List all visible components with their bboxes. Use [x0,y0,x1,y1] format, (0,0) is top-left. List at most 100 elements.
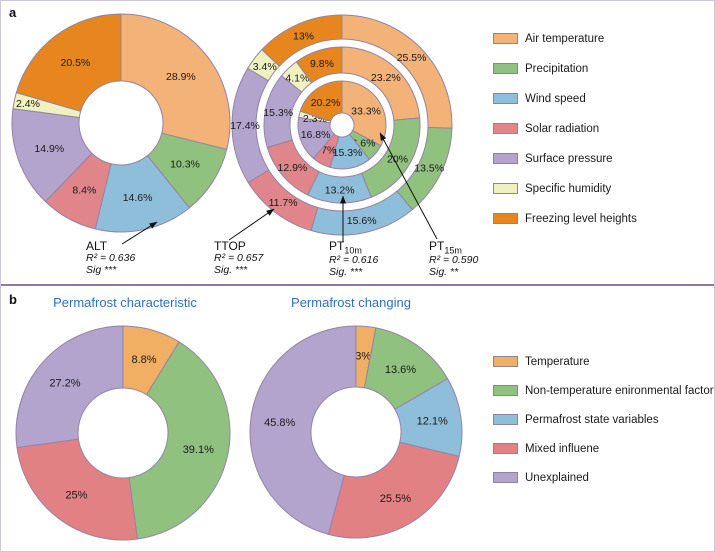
alt-slice-6 [15,13,122,112]
nested-pct-label-3: 11.7% [269,197,298,209]
legend-a-item-0: Air temperature [493,31,604,46]
legend-a-swatch-2 [493,93,518,104]
nested-pct-label-0: 23.2% [371,72,401,84]
nested-pct-label-1: 20% [387,154,408,166]
nested-pct-label-2: 15.3% [333,147,363,159]
nested-pct-label-1: 13.5% [414,162,444,174]
legend-a-item-5: Specific humidity [493,181,611,196]
legend-b-swatch-3 [493,443,518,454]
annotation-r2: R² = 0.636 [86,252,136,265]
panel-b-donuts-group: 8.8% 39.1% 25% 27.2% 3% 13.6% 12.1% 25.5% 45.8% [15,325,463,541]
panel-a-pointer-arrows [121,132,438,245]
annotation-r2: R² = 0.590 [429,254,479,267]
perm_char-slice-4 [15,325,124,449]
panel-b-donut-charts: 8.8% 39.1% 25% 27.2% 3% 13.6% 12.1% 25.5% 45.8% [15,325,463,541]
alt-pct-label-6: 20.5% [61,57,91,69]
panel-b-label: b [9,292,17,307]
legend-a-label-5: Specific humidity [525,182,612,195]
perm_chg-pct-label-3: 25.5% [380,493,411,505]
perm_char-pct-label-4: 27.2% [49,377,80,389]
nested-pct-label-4: 16.8% [301,129,331,141]
chart-annotation-ttop: TTOP R² = 0.657 Sig. *** [214,239,264,277]
panel-a-label: a [9,5,17,20]
panel-divider-line [1,284,714,286]
panel-b-title-characteristic: Permafrost characteristic [53,295,197,310]
panel-a-donuts-group: 28.9% 10.3% 14.6% 8.4% 14.9% 2.4% 20.5% 25.5% 13… [11,13,453,236]
alt-pct-label-3: 8.4% [72,184,96,196]
legend-a-swatch-4 [493,153,518,164]
legend-a-swatch-6 [493,213,518,224]
nested-pct-label-2: 13.2% [325,185,355,197]
alt-pct-label-4: 14.9% [34,143,64,155]
nested-pct-label-4: 15.3% [263,107,293,119]
nested-pct-label-0: 33.3% [351,105,381,117]
legend-b-item-3: Mixed influene [493,441,599,456]
annotation-r2: R² = 0.657 [214,252,264,265]
perm_chg-slice-4 [249,325,357,535]
nested-pct-label-3: 7% [321,145,336,157]
legend-b-item-2: Permafrost state variables [493,412,659,427]
nested-pct-label-0: 25.5% [397,52,427,64]
chart-annotation-alt: ALT R² = 0.636 Sig *** [86,239,136,277]
legend-a-label-4: Surface pressure [525,152,613,165]
nested-slice-6 [295,46,343,84]
perm_char-slice-3 [16,438,138,541]
chart-annotation-pt15m: PT15m R² = 0.590 Sig. ** [429,239,479,279]
legend-a-item-4: Surface pressure [493,151,613,166]
annotation-title: TTOP [214,239,246,253]
legend-a-swatch-3 [493,123,518,134]
legend-b-item-0: Temperature [493,354,590,369]
legend-a-item-3: Solar radiation [493,121,599,136]
legend-b-label-3: Mixed influene [525,442,600,455]
nested-slice-6 [299,80,343,122]
alt-pct-label-1: 10.3% [170,159,200,171]
chart-annotation-pt10m: PT10m R² = 0.616 Sig. *** [329,239,378,279]
legend-a-label-2: Wind speed [525,92,586,105]
legend-a-item-2: Wind speed [493,91,586,106]
perm_char-pct-label-0: 8.8% [131,354,156,366]
perm_char-pct-label-1: 39.1% [183,444,214,456]
alt-pct-label-2: 14.6% [123,192,153,204]
alt-pct-label-0: 28.9% [166,71,196,83]
perm_chg-pct-label-2: 12.1% [417,416,448,428]
legend-a-swatch-1 [493,63,518,74]
perm_chg-pct-label-4: 45.8% [264,417,295,429]
annotation-title: PT10m [329,239,362,256]
legend-b-swatch-2 [493,414,518,425]
annotation-sig: Sig. ** [429,266,459,279]
legend-a-label-6: Freezing level heights [525,212,637,225]
nested-pct-label-3: 12.9% [278,162,308,174]
legend-a-swatch-0 [493,33,518,44]
legend-b-label-1: Non-temperature enironmental factors [525,384,715,397]
legend-b-swatch-4 [493,472,518,483]
annotation-sig: Sig *** [86,264,117,277]
nested-pct-label-6: 20.2% [311,97,341,109]
nested-pct-label-2: 15.6% [347,215,377,227]
panel-b-title-changing: Permafrost changing [291,295,411,310]
annotation-sig: Sig. *** [329,266,363,279]
legend-a-label-0: Air temperature [525,32,605,45]
legend-b-item-1: Non-temperature enironmental factors [493,383,715,398]
annotation-title: ALT [86,239,108,253]
annotation-arrow-1 [228,208,275,241]
perm_chg-pct-label-0: 3% [355,350,371,362]
annotation-arrow-0 [121,221,158,245]
legend-b-label-0: Temperature [525,355,590,368]
perm_char-slice-1 [128,341,231,540]
perm_chg-pct-label-1: 13.6% [385,364,416,376]
alt-slice-0 [120,13,231,150]
legend-b-swatch-1 [493,385,518,396]
legend-b-swatch-0 [493,356,518,367]
perm_chg-slice-3 [327,441,460,539]
nested-slice-6 [261,14,343,67]
nested-pct-label-5: 4.1% [285,73,309,85]
alt-pct-label-5: 2.4% [16,98,40,110]
nested-pct-label-5: 3.4% [253,61,277,73]
annotation-arrow-3 [379,132,438,240]
legend-a-item-1: Precipitation [493,61,588,76]
legend-a-swatch-5 [493,183,518,194]
legend-a-label-1: Precipitation [525,62,589,75]
annotation-title: PT15m [429,239,462,256]
nested-pct-label-4: 17.4% [230,120,260,132]
